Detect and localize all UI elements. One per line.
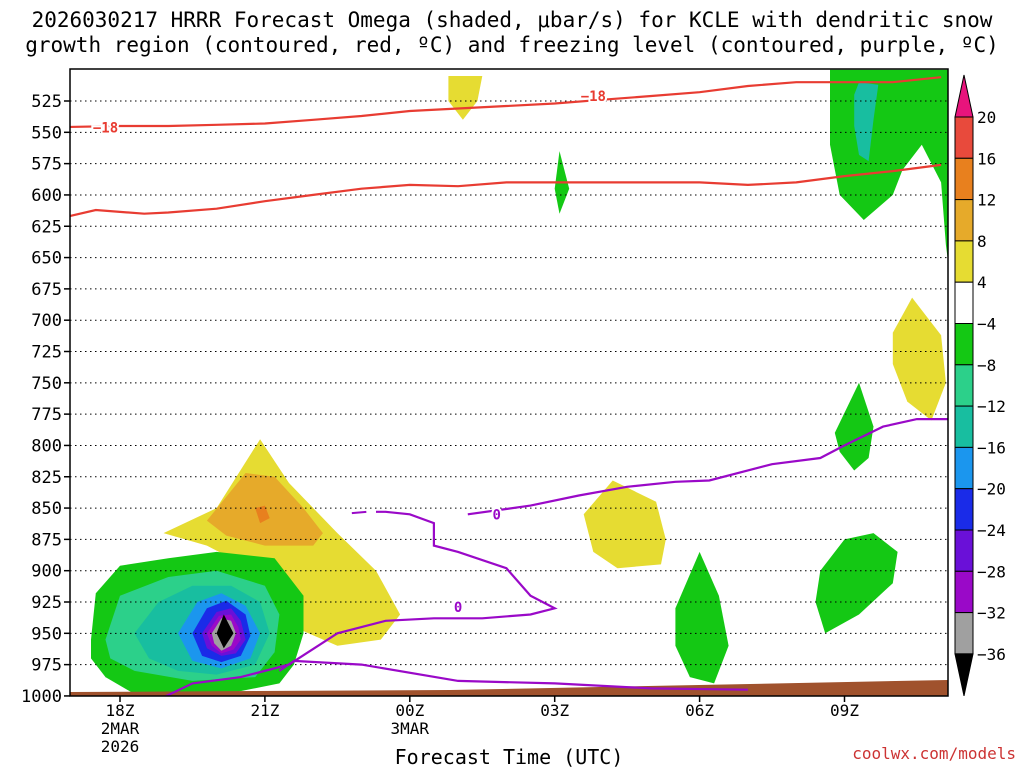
omega-negative-11 (675, 551, 729, 684)
omega-positive-6 (892, 297, 946, 421)
chart-title-line2: growth region (contoured, red, ºC) and f… (25, 33, 999, 57)
ground-surface (70, 680, 948, 696)
y-tick-label-625: 625 (31, 217, 62, 237)
colorbar-label-9: −20 (977, 480, 1006, 499)
contour-group (70, 76, 948, 696)
y-tick-label-650: 650 (31, 249, 62, 269)
y-tick-label-825: 825 (31, 468, 62, 488)
x-axis-label: Forecast Time (UTC) (395, 745, 624, 768)
omega-positive-4 (448, 76, 483, 120)
colorbar-box-12 (954, 612, 974, 655)
colorbar-label-8: −16 (977, 438, 1006, 457)
colorbar-box-7 (954, 405, 974, 448)
colorbar-label-1: 16 (977, 149, 996, 168)
colorbar-bottom-arrow (954, 653, 974, 697)
colorbar-box-11 (954, 570, 974, 614)
y-tick-label-800: 800 (31, 436, 62, 456)
contours: −18 −18 0 0 (70, 76, 948, 696)
x-tick-label-09Z: 09Z (830, 701, 859, 720)
colorbar-label-7: −12 (977, 397, 1006, 416)
y-tick-label-775: 775 (31, 405, 62, 425)
freezing-label-1: 0 (454, 600, 462, 616)
colorbar-box-1 (954, 157, 974, 201)
chart-title-line1: 2026030217 HRRR Forecast Omega (shaded, … (31, 8, 993, 32)
y-tick-label-550: 550 (31, 123, 62, 143)
colorbar-label-5: −4 (977, 315, 996, 334)
axes: 525 550 575 600 625 650 675 700 725 750 775 800 825 8… (21, 68, 949, 756)
colorbar-label-10: −24 (977, 521, 1006, 540)
y-tick-label-925: 925 (31, 593, 62, 613)
y-tick-label-600: 600 (31, 186, 62, 206)
freezing-level-fragment (351, 510, 367, 515)
omega-negative-14 (830, 69, 948, 262)
y-tick-label-900: 900 (31, 562, 62, 582)
omega-shading (70, 69, 948, 696)
omega-positive-5 (583, 480, 666, 569)
colorbar-label-0: 20 (977, 108, 996, 127)
x-tick-label-06Z: 06Z (685, 701, 714, 720)
freezing-label-2: 0 (493, 507, 501, 523)
credit-link[interactable]: coolwx.com/models (852, 744, 1016, 763)
colorbar-box-8 (954, 446, 974, 490)
colorbar-box-2 (954, 199, 974, 242)
colorbar: 20 16 12 8 4 −4 −8 −12 −16 −20 −24 −28 −32 −36 (954, 74, 1006, 697)
x-tick-sublabel-18Z: 2MAR (101, 719, 140, 738)
x-tick-label-21Z: 21Z (250, 701, 279, 720)
y-tick-label-950: 950 (31, 624, 62, 644)
freezing-level-contour-1 (467, 418, 948, 516)
x-tick-sublabel2-18Z: 2026 (101, 737, 140, 756)
y-tick-label-575: 575 (31, 155, 62, 175)
colorbar-label-3: 8 (977, 232, 987, 251)
dgz-contour-1 (70, 163, 942, 218)
y-tick-label-975: 975 (31, 656, 62, 676)
omega-negative-15 (854, 82, 879, 162)
x-tick-label-00Z: 00Z (395, 701, 424, 720)
colorbar-box-9 (954, 488, 974, 531)
freezing-level-contour-0 (163, 510, 558, 696)
colorbar-box-5 (954, 323, 974, 366)
colorbar-box-0 (954, 116, 974, 159)
colorbar-box-3 (954, 240, 974, 283)
x-tick-label-03Z: 03Z (540, 701, 569, 720)
colorbar-label-13: −36 (977, 645, 1006, 664)
colorbar-label-11: −28 (977, 562, 1006, 581)
dgz-label-2: −18 (581, 89, 606, 105)
colorbar-box-6 (954, 364, 974, 407)
colorbar-top-arrow (954, 74, 974, 118)
colorbar-box-10 (954, 529, 974, 572)
omega-regions (70, 69, 948, 696)
dgz-label-1: −18 (93, 120, 118, 136)
colorbar-label-4: 4 (977, 273, 987, 292)
x-tick-label-18Z: 18Z (106, 701, 135, 720)
y-tick-label-850: 850 (31, 499, 62, 519)
omega-negative-12 (815, 533, 898, 634)
freezing-level-contour-2 (278, 659, 748, 691)
y-tick-label-750: 750 (31, 374, 62, 394)
omega-negative-13 (834, 382, 874, 471)
y-tick-label-725: 725 (31, 343, 62, 363)
colorbar-box-4 (954, 281, 974, 325)
x-tick-sublabel-00Z: 3MAR (391, 719, 430, 738)
colorbar-label-2: 12 (977, 191, 996, 210)
y-tick-label-525: 525 (31, 92, 62, 112)
colorbar-label-12: −32 (977, 604, 1006, 623)
y-tick-label-1000: 1000 (21, 687, 62, 707)
omega-positive-3 (255, 505, 270, 524)
colorbar-label-6: −8 (977, 356, 996, 375)
y-tick-label-675: 675 (31, 280, 62, 300)
dgz-contour-0 (70, 76, 942, 129)
y-tick-label-700: 700 (31, 311, 62, 331)
chart-title: 2026030217 HRRR Forecast Omega (shaded, … (0, 8, 1024, 58)
omega-negative-9 (216, 614, 234, 649)
y-tick-label-875: 875 (31, 530, 62, 550)
